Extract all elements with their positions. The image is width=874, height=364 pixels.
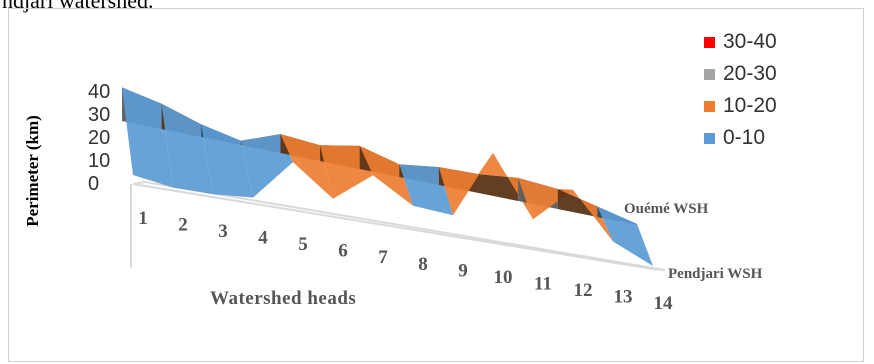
x-tick-14: 14 xyxy=(654,293,674,314)
x-tick-13: 13 xyxy=(614,286,633,307)
z-tick-30: 30 xyxy=(88,104,110,126)
x-tick-4: 4 xyxy=(258,228,268,249)
x-tick-10: 10 xyxy=(494,267,513,288)
legend-item-30-40: 30-40 xyxy=(704,26,777,58)
legend-label-30-40: 30-40 xyxy=(723,30,777,54)
legend-swatch-30-40 xyxy=(704,37,715,48)
surface-plot xyxy=(122,87,653,266)
legend-item-20-30: 20-30 xyxy=(704,58,777,90)
floor-front-edge xyxy=(133,182,665,270)
legend-swatch-20-30 xyxy=(704,69,715,80)
legend: 30-40 20-30 10-20 0-10 xyxy=(704,26,777,154)
x-tick-2: 2 xyxy=(178,215,188,236)
x-tick-5: 5 xyxy=(298,234,308,255)
y-axis-title: Perimeter (km) xyxy=(23,115,43,227)
legend-swatch-10-20 xyxy=(704,101,715,112)
x-tick-1: 1 xyxy=(138,208,148,229)
legend-label-20-30: 20-30 xyxy=(723,62,777,86)
legend-swatch-0-10 xyxy=(704,133,715,144)
z-tick-20: 20 xyxy=(88,127,110,149)
x-tick-3: 3 xyxy=(218,221,228,242)
z-tick-10: 10 xyxy=(88,150,110,172)
x-axis-title: Watershed heads xyxy=(210,288,356,310)
surface-cell-pendjari-1 xyxy=(122,87,173,187)
legend-label-10-20: 10-20 xyxy=(723,94,777,118)
depth-label-pendjari: Pendjari WSH xyxy=(668,266,763,282)
x-tick-11: 11 xyxy=(534,273,552,294)
x-tick-12: 12 xyxy=(574,280,593,301)
legend-item-0-10: 0-10 xyxy=(704,122,777,154)
depth-label-oueme: Ouémé WSH xyxy=(624,201,709,217)
z-tick-0: 0 xyxy=(88,173,99,195)
x-tick-6: 6 xyxy=(338,241,348,262)
legend-item-10-20: 10-20 xyxy=(704,90,777,122)
legend-label-0-10: 0-10 xyxy=(723,126,765,150)
z-tick-40: 40 xyxy=(88,81,110,103)
x-tick-7: 7 xyxy=(378,247,388,268)
surface-cell-pendjari-5 xyxy=(280,134,333,199)
x-tick-9: 9 xyxy=(458,260,468,281)
chart-floor xyxy=(131,182,665,270)
x-tick-8: 8 xyxy=(418,254,428,275)
